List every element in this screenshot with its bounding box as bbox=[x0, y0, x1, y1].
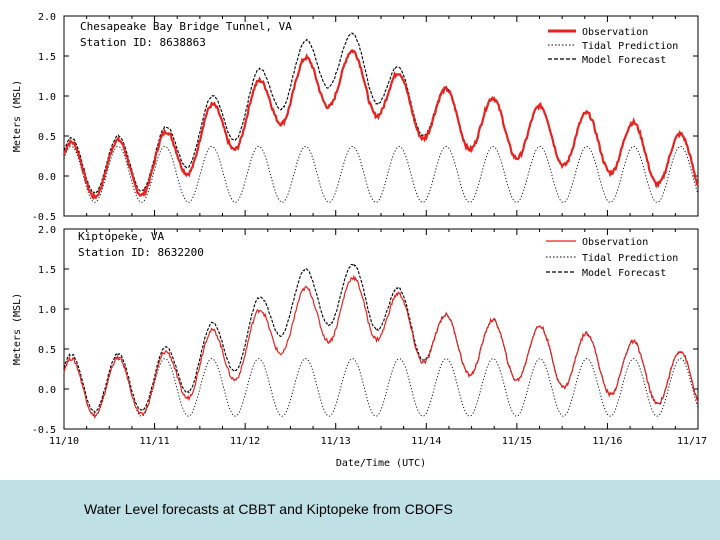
panel-cbbt-subtitle: Station ID: 8638863 bbox=[80, 36, 206, 49]
observation-line bbox=[63, 274, 699, 420]
tidal-prediction-line bbox=[63, 358, 699, 417]
legend-model-forecast-label: Model Forecast bbox=[582, 268, 666, 279]
water-level-chart: Meters (MSL) Chesapeake Bay Bridge Tunne… bbox=[0, 0, 720, 480]
panel-kiptopeke-ticks bbox=[63, 228, 699, 430]
panel-cbbt-ytick-label: 0.5 bbox=[38, 132, 56, 143]
panel-kiptopeke-ytick-label: 2.0 bbox=[38, 225, 56, 236]
legend-observation-label: Observation bbox=[582, 237, 648, 248]
panel-cbbt-ytick-label: 1.0 bbox=[38, 92, 56, 103]
plot-background bbox=[0, 0, 720, 480]
x-axis-label: Date/Time (UTC) bbox=[336, 458, 426, 469]
panel-cbbt-series bbox=[62, 32, 699, 203]
panel-kiptopeke-subtitle: Station ID: 8632200 bbox=[78, 246, 204, 259]
panel-kiptopeke-xtick-label: 11/14 bbox=[411, 436, 441, 447]
panel-kiptopeke-series bbox=[63, 262, 699, 420]
legend-tidal-prediction-label: Tidal Prediction bbox=[582, 253, 678, 264]
panel-cbbt: Meters (MSL) Chesapeake Bay Bridge Tunne… bbox=[12, 12, 699, 223]
panel-kiptopeke-ytick-label: 0.0 bbox=[38, 385, 56, 396]
panel-cbbt-ytick-label: 2.0 bbox=[38, 12, 56, 23]
panel-kiptopeke-ytick-label: 1.0 bbox=[38, 305, 56, 316]
panel-kiptopeke-xtick-label: 11/16 bbox=[592, 436, 622, 447]
panel-kiptopeke-title: Kiptopeke, VA bbox=[78, 230, 164, 243]
observation-line bbox=[62, 49, 699, 201]
panel-kiptopeke-ytick-label: 0.5 bbox=[38, 345, 56, 356]
panel-kiptopeke-xtick-label: 11/13 bbox=[321, 436, 351, 447]
caption-bar: Water Level forecasts at CBBT and Kiptop… bbox=[0, 480, 720, 540]
legend-tidal-prediction-label: Tidal Prediction bbox=[582, 41, 678, 52]
panel-cbbt-ytick-label: 0.0 bbox=[38, 172, 56, 183]
panel-kiptopeke-ytick-label: 1.5 bbox=[38, 265, 56, 276]
panel-kiptopeke-ylabel: Meters (MSL) bbox=[12, 293, 23, 365]
panel-kiptopeke-legend: Observation Tidal Prediction Model Forec… bbox=[546, 237, 678, 279]
panel-kiptopeke: Meters (MSL) Kiptopeke, VA Station ID: 8… bbox=[12, 225, 707, 469]
panel-cbbt-ylabel: Meters (MSL) bbox=[12, 80, 23, 152]
panel-cbbt-title: Chesapeake Bay Bridge Tunnel, VA bbox=[80, 20, 292, 33]
tidal-prediction-line bbox=[63, 145, 699, 203]
legend-model-forecast-label: Model Forecast bbox=[582, 55, 666, 66]
panel-kiptopeke-xtick-label: 11/15 bbox=[502, 436, 532, 447]
panel-cbbt-ytick-label: 1.5 bbox=[38, 52, 56, 63]
slide-caption: Water Level forecasts at CBBT and Kiptop… bbox=[84, 501, 453, 517]
panel-kiptopeke-xtick-label: 11/12 bbox=[230, 436, 260, 447]
panel-kiptopeke-ytick-label: -0.5 bbox=[32, 425, 56, 436]
panel-kiptopeke-xtick-label: 11/17 bbox=[677, 436, 707, 447]
panel-cbbt-legend: Observation Tidal Prediction Model Forec… bbox=[548, 27, 678, 66]
panel-kiptopeke-xtick-label: 11/11 bbox=[140, 436, 170, 447]
legend-observation-label: Observation bbox=[582, 27, 648, 38]
panel-cbbt-ytick-label: -0.5 bbox=[32, 212, 56, 223]
panel-kiptopeke-xtick-label: 11/10 bbox=[49, 436, 79, 447]
